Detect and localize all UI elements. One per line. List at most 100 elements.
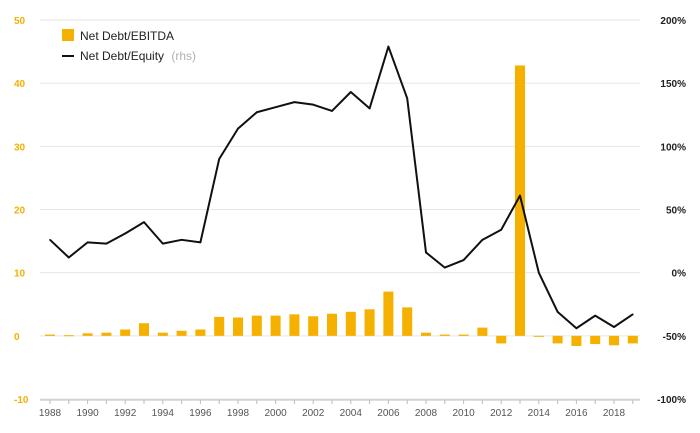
right-tick-label: 100%	[660, 142, 686, 153]
line-point-1999	[255, 111, 258, 114]
line-point-2011	[481, 239, 484, 241]
line-point-2010	[462, 259, 465, 261]
legend-label-bar: Net Debt/EBITDA	[80, 29, 174, 43]
bar-1991	[101, 332, 112, 336]
bar-1992	[120, 329, 131, 336]
line-point-2018	[613, 326, 615, 328]
line-point-1991	[105, 242, 108, 245]
bar-2000	[270, 315, 281, 336]
x-tick-label: 2002	[302, 408, 325, 419]
line-point-1988	[49, 239, 51, 241]
line-point-1995	[180, 239, 183, 241]
bar-2007	[402, 307, 413, 336]
bar-2002	[308, 316, 319, 336]
x-tick-label: 2014	[528, 408, 551, 419]
bar-1996	[195, 329, 206, 336]
x-tick-label: 2004	[340, 408, 363, 419]
line-point-2000	[274, 106, 277, 108]
net-debt-equity-line	[49, 45, 634, 330]
bar-2019	[627, 335, 638, 344]
right-tick-label: 50%	[666, 206, 686, 217]
bar-2016	[571, 335, 582, 346]
right-tick-label: 0%	[672, 269, 687, 280]
line-point-2013	[519, 194, 521, 197]
x-tick-label: 2012	[490, 408, 513, 419]
line-point-2005	[368, 107, 371, 110]
left-tick-label: 0	[14, 332, 20, 343]
legend-rhs-suffix: (rhs)	[171, 49, 196, 63]
line-point-2015	[556, 311, 559, 313]
bar-2014	[533, 335, 544, 337]
line-point-2004	[350, 91, 352, 93]
x-tick-label: 1988	[39, 408, 62, 419]
bar-2005	[364, 309, 375, 336]
line-point-2008	[425, 251, 427, 254]
line-point-2012	[500, 228, 503, 231]
line-point-2003	[331, 110, 333, 112]
bar-1999	[251, 315, 262, 336]
bar-2004	[345, 311, 356, 336]
bar-2015	[552, 335, 563, 344]
line-point-1992	[124, 232, 126, 235]
line-point-2001	[293, 101, 296, 103]
x-tick-label: 2018	[603, 408, 626, 419]
bar-2012	[496, 335, 507, 344]
bar-2011	[477, 327, 488, 336]
x-tick-label: 2016	[565, 408, 588, 419]
x-axis: 1988 1990 1992 1994 1996 1998 2000 2002 2004 2006…	[39, 399, 640, 419]
x-tick-label: 1990	[76, 408, 99, 419]
right-tick-label: -100%	[657, 395, 686, 406]
bar-2009	[439, 334, 450, 336]
bar-1988	[45, 334, 55, 336]
line-point-1990	[86, 241, 89, 244]
line-point-2014	[538, 271, 540, 274]
x-tick-label: 2010	[452, 408, 475, 419]
bar-2006	[383, 291, 394, 336]
x-tick-label: 1992	[114, 408, 137, 419]
bar-1995	[176, 330, 187, 336]
right-tick-label: -50%	[663, 332, 686, 343]
bar-2003	[327, 313, 337, 336]
line-point-1994	[162, 242, 164, 245]
right-y-axis: 200% 150% 100% 50% 0% -50% -100%	[657, 16, 686, 406]
bar-2018	[609, 335, 619, 346]
bar-1998	[233, 317, 243, 336]
line-point-1998	[237, 127, 239, 130]
x-tick-label: 2000	[264, 408, 287, 419]
bar-2001	[289, 314, 300, 336]
line-point-1996	[199, 241, 202, 244]
x-tick-label: 1996	[189, 408, 212, 419]
line-point-2016	[575, 327, 578, 330]
bar-1990	[82, 333, 93, 336]
legend-label-line: Net Debt/Equity (rhs)	[80, 49, 196, 63]
line-point-2002	[312, 103, 315, 106]
line-point-2019	[632, 313, 634, 316]
line-point-2017	[594, 314, 596, 317]
bar-1997	[214, 316, 225, 336]
bar-1989	[63, 335, 74, 337]
line-point-1993	[143, 221, 145, 223]
bar-1994	[157, 332, 168, 336]
bar-2010	[458, 334, 469, 336]
line-point-2006	[387, 45, 390, 48]
x-tick-label: 2006	[377, 408, 400, 419]
line-point-1989	[68, 256, 70, 259]
bar-series-net-debt-ebitda	[45, 65, 638, 346]
line-series-net-debt-equity	[49, 45, 634, 330]
bar-2017	[590, 335, 601, 345]
x-tick-label: 1994	[152, 408, 175, 419]
left-tick-label: 20	[14, 206, 26, 217]
left-tick-label: 30	[14, 142, 26, 153]
left-tick-label: 10	[14, 269, 26, 280]
right-tick-label: 150%	[660, 79, 686, 90]
line-point-2007	[406, 97, 409, 100]
left-tick-label: -10	[14, 395, 29, 406]
left-y-axis: 50 40 30 20 10 0 -10	[14, 16, 29, 406]
line-point-1997	[218, 158, 220, 160]
right-tick-label: 200%	[660, 16, 686, 27]
bar-2008	[421, 332, 431, 336]
x-tick-label: 1998	[227, 408, 250, 419]
bar-1993	[139, 323, 149, 336]
